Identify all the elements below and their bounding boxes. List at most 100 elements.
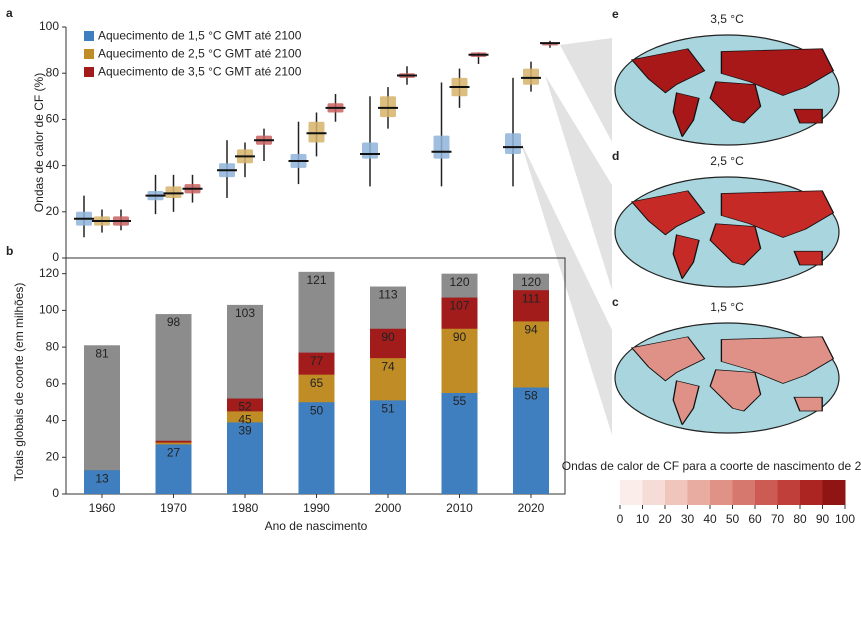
y-tick-label: 80 [46, 339, 60, 353]
continent [709, 81, 762, 124]
x-tick-label: 1990 [303, 501, 330, 515]
colorbar-cell [665, 480, 688, 505]
connector [545, 75, 612, 290]
value-label: 98 [167, 315, 181, 329]
value-label: 45 [238, 413, 252, 427]
value-label: 113 [378, 288, 397, 302]
value-label: 103 [235, 306, 255, 320]
value-label: 55 [453, 394, 467, 408]
colorbar-tick-label: 30 [681, 512, 695, 526]
colorbar-tick-label: 0 [617, 512, 624, 526]
bar [84, 345, 120, 494]
colorbar-tick-label: 100 [835, 512, 855, 526]
box [362, 142, 378, 159]
panel-letter: d [612, 149, 619, 163]
value-label: 39 [238, 424, 252, 438]
value-label: 65 [310, 376, 324, 390]
colorbar-cell [687, 480, 711, 505]
box [523, 68, 539, 85]
value-label: 90 [453, 330, 467, 344]
map-land [630, 336, 835, 425]
value-label: 81 [95, 346, 109, 360]
connector [520, 140, 612, 435]
x-tick-label: 1970 [160, 501, 187, 515]
map-title: 1,5 °C [710, 300, 744, 314]
value-label: 94 [524, 323, 538, 337]
y-axis-label: Ondas de calor de CF (%) [32, 73, 46, 212]
x-axis-label: Ano de nascimento [265, 519, 368, 533]
colorbar-label: Ondas de calor de CF para a coorte de na… [562, 459, 861, 473]
continent [709, 223, 762, 266]
colorbar-cell [800, 480, 823, 505]
continent [793, 108, 823, 124]
x-tick-label: 1960 [89, 501, 116, 515]
y-tick-label: 100 [39, 19, 59, 33]
continent [672, 92, 700, 137]
colorbar-cell [732, 480, 756, 505]
continent [630, 190, 706, 236]
y-tick-label: 120 [39, 266, 59, 280]
connectors [520, 38, 612, 435]
colorbar-tick-label: 90 [816, 512, 830, 526]
y-tick-label: 60 [46, 376, 60, 390]
legend-swatch [84, 49, 94, 59]
y-tick-label: 100 [39, 303, 59, 317]
bar [370, 400, 406, 494]
y-tick-label: 60 [46, 112, 60, 126]
continent [630, 336, 706, 382]
panel-letter: e [612, 7, 619, 21]
legend-label: Aquecimento de 2,5 °C GMT até 2100 [98, 47, 302, 61]
panel-letter: a [6, 6, 13, 20]
colorbar-tick-label: 80 [793, 512, 807, 526]
y-axis-label: Totais globais de coorte (em milhões) [12, 283, 26, 482]
value-label: 74 [381, 359, 395, 373]
y-tick-label: 80 [46, 65, 60, 79]
value-label: 50 [310, 403, 324, 417]
y-tick-label: 0 [52, 486, 59, 500]
box [433, 135, 450, 159]
legend-swatch [84, 31, 94, 41]
continent [720, 48, 835, 96]
continent [672, 234, 700, 279]
map-title: 2,5 °C [710, 154, 744, 168]
colorbar-tick-label: 70 [771, 512, 785, 526]
box [505, 133, 521, 155]
x-tick-label: 1980 [232, 501, 259, 515]
colorbar-cell [642, 480, 666, 505]
value-label: 52 [238, 400, 252, 414]
bar [84, 470, 120, 494]
connector [560, 38, 612, 142]
value-label: 27 [167, 446, 181, 460]
value-label: 120 [449, 275, 469, 289]
map-land [630, 48, 835, 137]
value-label: 111 [522, 291, 541, 305]
colorbar-tick-label: 50 [726, 512, 740, 526]
panel-letter: c [612, 295, 619, 309]
value-label: 77 [310, 354, 324, 368]
y-tick-label: 0 [52, 250, 59, 264]
panel-letter: b [6, 244, 13, 258]
colorbar-cell [777, 480, 801, 505]
value-label: 121 [306, 273, 326, 287]
legend-label: Aquecimento de 1,5 °C GMT até 2100 [98, 29, 302, 43]
x-tick-label: 2000 [375, 501, 402, 515]
bar [298, 402, 335, 494]
value-label: 90 [381, 330, 395, 344]
colorbar-cell [755, 480, 778, 505]
box [380, 96, 396, 118]
legend-label: Aquecimento de 3,5 °C GMT até 2100 [98, 65, 302, 79]
continent [793, 250, 823, 266]
x-tick-label: 2010 [446, 501, 473, 515]
continent [672, 380, 700, 425]
continent [630, 48, 706, 94]
y-tick-label: 20 [46, 204, 60, 218]
value-label: 58 [524, 389, 538, 403]
colorbar-cell [822, 480, 846, 505]
map-title: 3,5 °C [710, 12, 744, 26]
box [308, 121, 325, 143]
bar [441, 393, 478, 494]
continent [709, 369, 762, 412]
y-tick-label: 40 [46, 413, 60, 427]
y-tick-label: 40 [46, 158, 60, 172]
colorbar-tick-label: 40 [703, 512, 717, 526]
